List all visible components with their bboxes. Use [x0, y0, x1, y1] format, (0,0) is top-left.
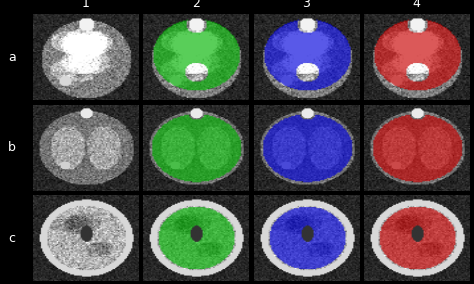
Text: 3: 3	[302, 0, 310, 10]
Text: c: c	[9, 231, 15, 245]
Text: 2: 2	[192, 0, 200, 10]
Text: 1: 1	[82, 0, 90, 10]
Text: 4: 4	[412, 0, 420, 10]
Text: a: a	[8, 51, 16, 64]
Text: b: b	[8, 141, 16, 154]
